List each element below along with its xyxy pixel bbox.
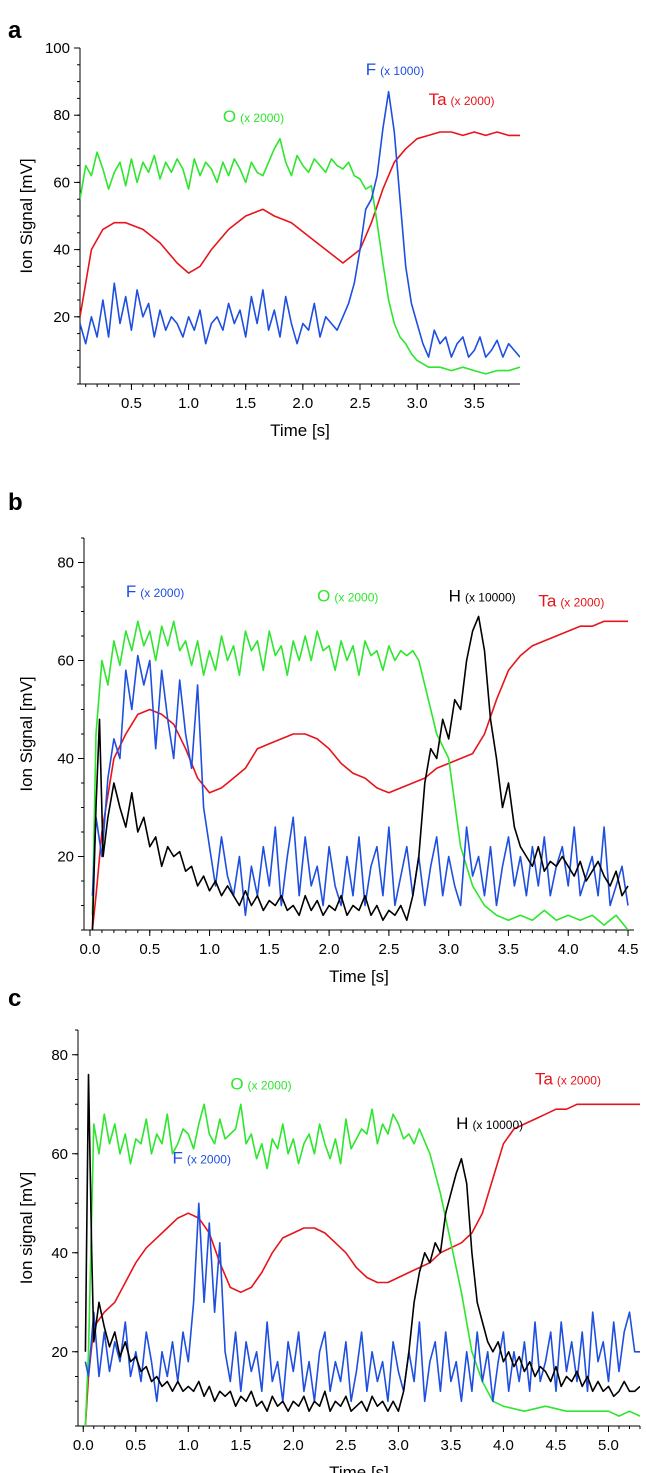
series-line-ta [80, 131, 520, 317]
chart-panel-c: c 20 40 60 80 0.0 0.5 1.0 1.5 2.0 2.5 3.0 3.5 4.0 4.5 5… [8, 985, 641, 1473]
x-axis-label: Time [s] [270, 421, 330, 440]
series-multiplier: (x 2000) [451, 94, 495, 108]
series-line-h [91, 615, 629, 930]
x-tick-label: 2.0 [319, 941, 340, 958]
series-name: Ta [535, 1069, 554, 1088]
x-tick-label: 2.5 [378, 941, 399, 958]
x-tick-label: 2.0 [292, 395, 313, 412]
series-label-h: H (x 10000) [449, 587, 516, 606]
series-multiplier: (x 2000) [334, 591, 378, 605]
series-multiplier: (x 2000) [557, 1073, 601, 1087]
y-tick-label: 60 [57, 653, 74, 670]
series-line-o [80, 137, 520, 375]
x-tick-label: 0.0 [80, 941, 101, 958]
panel-label: c [8, 985, 21, 1012]
series-name: Ta [429, 90, 448, 109]
x-tick-label: 2.0 [283, 1437, 304, 1454]
series-multiplier: (x 1000) [380, 64, 424, 78]
x-tick-label: 4.0 [558, 941, 579, 958]
x-tick-label: 1.0 [178, 1437, 199, 1454]
series-line-h [84, 1073, 640, 1412]
x-tick-label: 4.5 [546, 1437, 567, 1454]
series-name: Ta [538, 592, 557, 611]
y-tick-label: 40 [57, 751, 74, 768]
y-tick-label: 80 [57, 555, 74, 572]
y-tick-label: 40 [51, 1245, 68, 1262]
x-tick-label: 3.0 [388, 1437, 409, 1454]
y-axis-label: Ion Signal [mV] [17, 158, 36, 273]
y-tick-label: 100 [45, 40, 70, 57]
y-tick-label: 80 [51, 1047, 68, 1064]
series-name: O [223, 107, 236, 126]
series-line-ta [91, 620, 628, 930]
panel-label: a [8, 17, 22, 44]
x-tick-label: 0.0 [73, 1437, 94, 1454]
chart-panel-a: a 20 40 60 80 100 0.5 1.0 1.5 2.0 2.5 3.0 3.5 Time [s… [8, 17, 520, 440]
x-axis-label: Time [s] [329, 967, 389, 986]
y-tick-label: 20 [57, 849, 74, 866]
y-axis-label: Ion signal [mV] [17, 1172, 36, 1284]
series-name: O [230, 1074, 243, 1093]
series-label-ta: Ta (x 2000) [429, 90, 495, 109]
series-line-f [80, 90, 520, 358]
series-line-f [84, 1202, 640, 1403]
series-line-o [84, 1103, 640, 1426]
series-label-f: F (x 1000) [366, 60, 424, 79]
x-tick-label: 1.5 [259, 941, 280, 958]
y-axis-label: Ion Signal [mV] [17, 676, 36, 791]
x-tick-label: 3.5 [440, 1437, 461, 1454]
series-label-f: F (x 2000) [173, 1149, 231, 1168]
x-tick-label: 5.0 [598, 1437, 619, 1454]
x-tick-label: 1.0 [178, 395, 199, 412]
y-tick-label: 20 [53, 309, 70, 326]
x-tick-label: 3.0 [407, 395, 428, 412]
x-tick-label: 3.5 [464, 395, 485, 412]
chart-panel-b: b 20 40 60 80 0.0 0.5 1.0 1.5 2.0 2.5 3.0 3.5 4.0 4.5 T… [8, 489, 638, 986]
series-name: H [456, 1114, 468, 1133]
series-label-h: H (x 10000) [456, 1114, 523, 1133]
series-label-o: O (x 2000) [230, 1074, 291, 1093]
x-tick-label: 2.5 [350, 395, 371, 412]
series-name: H [449, 587, 461, 606]
x-tick-label: 1.0 [199, 941, 220, 958]
x-tick-label: 3.0 [438, 941, 459, 958]
series-label-ta: Ta (x 2000) [535, 1069, 601, 1088]
series-label-f: F (x 2000) [126, 582, 184, 601]
series-label-o: O (x 2000) [317, 587, 378, 606]
series-name: O [317, 587, 330, 606]
y-tick-label: 60 [51, 1146, 68, 1163]
y-tick-label: 60 [53, 174, 70, 191]
series-name: F [126, 582, 136, 601]
y-tick-label: 80 [53, 107, 70, 124]
x-tick-label: 1.5 [230, 1437, 251, 1454]
x-tick-label: 0.5 [139, 941, 160, 958]
series-name: F [366, 60, 376, 79]
panel-label: b [8, 489, 23, 516]
x-axis-label: Time [s] [329, 1463, 389, 1473]
series-line-ta [84, 1103, 640, 1426]
series-name: F [173, 1149, 183, 1168]
y-tick-label: 20 [51, 1344, 68, 1361]
series-multiplier: (x 2000) [240, 111, 284, 125]
series-multiplier: (x 2000) [187, 1153, 231, 1167]
x-tick-label: 0.5 [125, 1437, 146, 1454]
series-label-ta: Ta (x 2000) [538, 592, 604, 611]
x-tick-label: 1.5 [235, 395, 256, 412]
x-tick-label: 4.5 [618, 941, 639, 958]
series-line-o [91, 620, 629, 930]
series-multiplier: (x 2000) [248, 1078, 292, 1092]
series-multiplier: (x 10000) [465, 591, 516, 605]
y-tick-label: 40 [53, 242, 70, 259]
x-tick-label: 3.5 [498, 941, 519, 958]
x-tick-label: 4.0 [493, 1437, 514, 1454]
series-multiplier: (x 10000) [472, 1118, 523, 1132]
series-line-f [91, 654, 629, 917]
x-tick-label: 2.5 [335, 1437, 356, 1454]
series-multiplier: (x 2000) [560, 596, 604, 610]
series-multiplier: (x 2000) [140, 586, 184, 600]
x-tick-label: 0.5 [121, 395, 142, 412]
series-label-o: O (x 2000) [223, 107, 284, 126]
